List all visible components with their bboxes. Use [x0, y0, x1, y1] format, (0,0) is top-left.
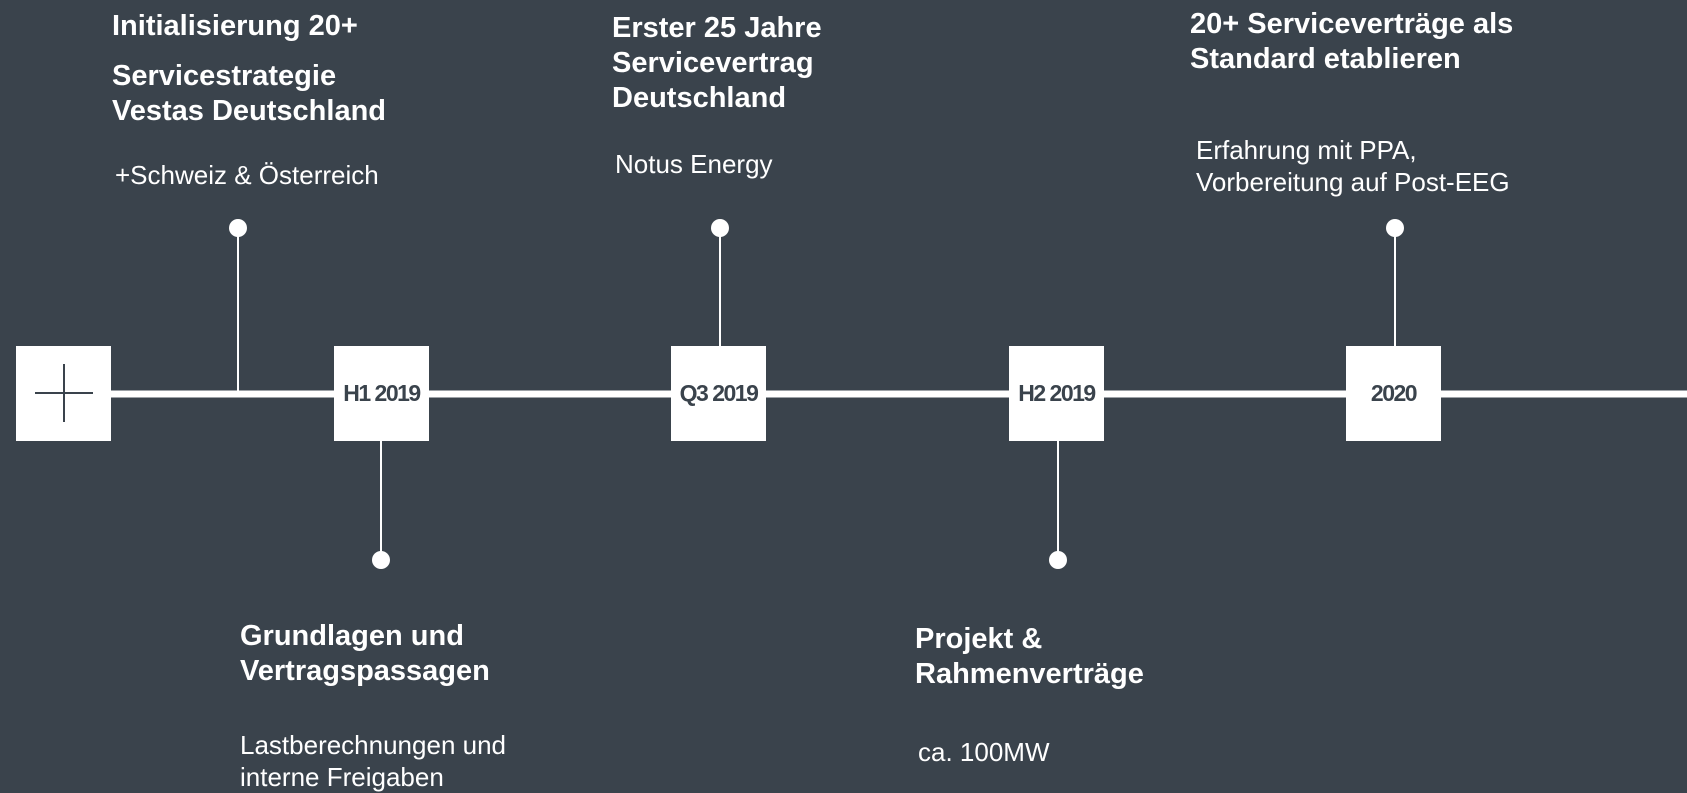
event-title: Projekt & Rahmenverträge: [915, 622, 1144, 692]
text-line: interne Freigaben: [240, 762, 444, 792]
text-line: Servicevertrag: [612, 47, 814, 79]
text-line: Notus Energy: [615, 149, 773, 179]
milestone-box: H2 2019: [1009, 346, 1104, 441]
text-line: 20+ Serviceverträge als: [1190, 8, 1514, 40]
event-text: Notus Energy: [615, 148, 773, 180]
text-line: Standard etablieren: [1190, 43, 1461, 75]
event-title: Erster 25 Jahre Servicevertrag Deutschland: [612, 11, 822, 116]
milestone-box: Q3 2019: [671, 346, 766, 441]
text-line: Initialisierung 20+: [112, 10, 358, 42]
text-line: Vestas Deutschland: [112, 95, 386, 127]
text-line: Rahmenverträge: [915, 658, 1144, 690]
dot: [1386, 219, 1404, 237]
text-line: Erster 25 Jahre: [612, 12, 822, 44]
event-title: 20+ Serviceverträge als Standard etablier…: [1190, 7, 1513, 77]
event-subtitle: Servicestrategie Vestas Deutschland: [112, 59, 386, 129]
dot: [1049, 551, 1067, 569]
text-line: Servicestrategie: [112, 60, 337, 92]
milestone-box: 2020: [1346, 346, 1441, 441]
event-text: +Schweiz & Österreich: [115, 159, 379, 191]
dot: [229, 219, 247, 237]
event-text: Erfahrung mit PPA, Vorbereitung auf Post-…: [1196, 134, 1510, 198]
text-line: Deutschland: [612, 82, 787, 114]
text-line: Projekt &: [915, 623, 1043, 655]
event-text: Lastberechnungen und interne Freigaben: [240, 729, 506, 793]
event-text: ca. 100MW: [918, 736, 1050, 768]
text-line: +Schweiz & Österreich: [115, 160, 379, 190]
text-line: Erfahrung mit PPA,: [1196, 135, 1417, 165]
event-title: Grundlagen und Vertragspassagen: [240, 619, 490, 689]
text-line: ca. 100MW: [918, 737, 1050, 767]
dot: [372, 551, 390, 569]
text-line: Lastberechnungen und: [240, 730, 507, 760]
text-line: Grundlagen und: [240, 620, 464, 652]
text-line: Vertragspassagen: [240, 655, 490, 687]
milestone-box: H1 2019: [334, 346, 429, 441]
text-line: Vorbereitung auf Post-EEG: [1196, 167, 1510, 197]
dot: [711, 219, 729, 237]
event-title: Initialisierung 20+: [112, 9, 358, 44]
